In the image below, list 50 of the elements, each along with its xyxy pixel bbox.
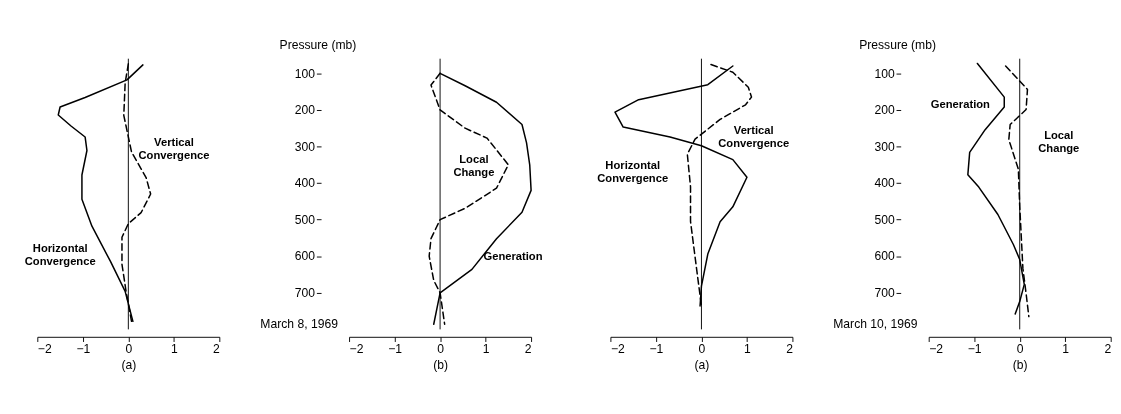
x-tick-label: 0: [437, 342, 445, 357]
x-axis-title: (a): [694, 358, 710, 373]
x-tick-label: −1: [76, 342, 91, 357]
y-tick-label: 300: [874, 139, 895, 154]
y-axis-title: Pressure (mb): [279, 37, 357, 52]
x-tick-label: 1: [744, 342, 752, 357]
x-tick-label: −2: [349, 342, 364, 357]
y-tick-label: 300: [294, 139, 316, 154]
x-tick-label: 1: [1062, 342, 1070, 357]
x-tick-label: 0: [125, 342, 133, 357]
x-tick-label: 2: [524, 342, 532, 357]
y-tick-label: 200: [874, 103, 895, 118]
x-tick-label: 1: [170, 342, 178, 357]
y-tick-label: 400: [874, 176, 895, 191]
x-tick-label: −1: [967, 342, 982, 357]
series-label: Local Change: [453, 153, 495, 179]
y-tick-label: 700: [874, 286, 895, 300]
x-tick-label: −2: [929, 342, 944, 357]
y-tick-label: 400: [294, 176, 316, 191]
series-label: Vertical Convergence: [718, 124, 790, 150]
y-axis-title: Pressure (mb): [859, 37, 936, 52]
series-label: Horizontal Convergence: [24, 242, 96, 268]
series-label: Generation: [483, 250, 543, 263]
series-label: Vertical Convergence: [138, 136, 210, 162]
y-tick-label: 100: [294, 66, 316, 81]
x-tick-label: −1: [388, 342, 403, 357]
x-axis-title: (b): [433, 358, 448, 373]
x-tick-label: 2: [786, 342, 794, 357]
x-tick-label: 1: [482, 342, 490, 357]
y-tick-label: 700: [294, 286, 316, 300]
text: Local Change: [1038, 129, 1080, 155]
text: Horizontal Convergence: [597, 158, 669, 184]
x-axis-title: (b): [1012, 358, 1028, 373]
y-tick-label: 100: [874, 66, 895, 81]
x-tick-label: −1: [649, 342, 664, 357]
x-tick-label: 2: [213, 342, 221, 357]
x-tick-label: 2: [1104, 342, 1112, 357]
y-tick-label: 600: [874, 249, 895, 264]
x-axis-title: (a): [121, 358, 137, 373]
x-tick-label: 0: [698, 342, 706, 357]
text: March 10, 1969: [833, 317, 918, 332]
y-tick-label: 600: [294, 249, 316, 264]
x-tick-label: −2: [37, 342, 52, 357]
x-tick-label: −2: [610, 342, 625, 357]
x-tick-label: 0: [1016, 342, 1024, 357]
y-tick-label: 500: [874, 212, 895, 227]
text: March 8, 1969: [260, 317, 339, 332]
series-label: Generation: [930, 97, 991, 110]
y-tick-label: 200: [294, 103, 316, 118]
y-tick-label: 500: [294, 212, 316, 227]
